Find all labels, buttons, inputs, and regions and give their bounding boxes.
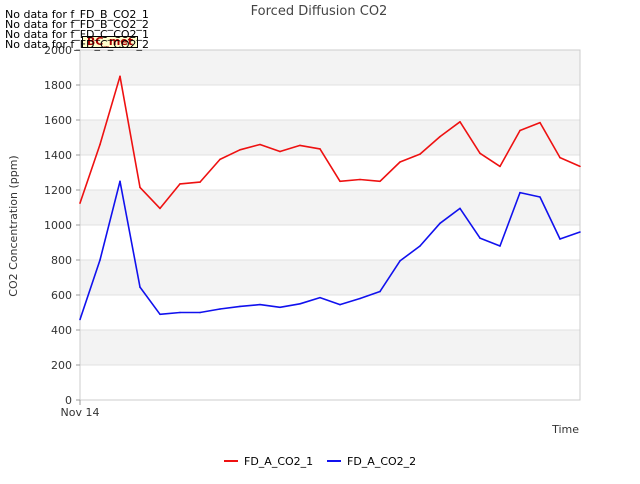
data-point-fd-a-co2-2 xyxy=(479,237,481,239)
data-point-fd-a-co2-1 xyxy=(359,178,361,181)
y-tick-label: 200 xyxy=(51,359,72,372)
y-tick-label: 2000 xyxy=(44,44,72,57)
legend: FD_A_CO2_1 FD_A_CO2_2 xyxy=(224,455,416,468)
data-point-fd-a-co2-1 xyxy=(539,121,541,124)
y-axis: 0 200 400 600 800 1000 1200 1400 1600 1800 2000 xyxy=(44,44,80,407)
data-point-fd-a-co2-1 xyxy=(299,144,301,147)
x-tick-label: Nov 14 xyxy=(61,406,100,419)
data-point-fd-a-co2-2 xyxy=(499,245,501,247)
data-point-fd-a-co2-1 xyxy=(279,150,281,153)
data-point-fd-a-co2-2 xyxy=(79,318,81,321)
data-point-fd-a-co2-1 xyxy=(519,129,521,132)
y-tick-label: 1000 xyxy=(44,219,72,232)
y-tick-label: 400 xyxy=(51,324,72,337)
no-data-message: No data for f_FD_B_CO2_1 xyxy=(5,8,149,21)
data-point-fd-a-co2-1 xyxy=(139,186,141,189)
data-point-fd-a-co2-1 xyxy=(259,143,261,146)
data-point-fd-a-co2-2 xyxy=(139,286,141,288)
series-line-fd-a-co2-2 xyxy=(79,180,581,320)
background-band xyxy=(80,50,580,85)
data-point-fd-a-co2-1 xyxy=(399,161,401,163)
y-tick-label: 1400 xyxy=(44,149,72,162)
data-point-fd-a-co2-2 xyxy=(179,311,181,314)
legend-item[interactable]: FD_A_CO2_2 xyxy=(327,455,416,468)
data-point-fd-a-co2-2 xyxy=(539,196,541,198)
no-data-message: No data for f_FD_C_CO2_2 xyxy=(5,38,150,51)
data-point-fd-a-co2-1 xyxy=(579,165,581,168)
y-axis-label: CO2 Concentration (ppm) xyxy=(7,155,20,296)
data-point-fd-a-co2-1 xyxy=(379,180,381,183)
data-point-fd-a-co2-2 xyxy=(439,222,441,225)
legend-label-fd-a-co2-1: FD_A_CO2_1 xyxy=(244,455,313,468)
data-point-fd-a-co2-1 xyxy=(99,143,101,146)
series-line-fd-a-co2-1 xyxy=(79,75,581,210)
series-lines xyxy=(79,75,581,321)
background-band xyxy=(80,330,580,365)
data-point-fd-a-co2-1 xyxy=(559,156,561,159)
data-point-fd-a-co2-1 xyxy=(79,202,81,204)
data-point-fd-a-co2-2 xyxy=(319,296,321,299)
data-point-fd-a-co2-2 xyxy=(519,191,521,194)
background-band xyxy=(80,190,580,225)
data-point-fd-a-co2-2 xyxy=(379,290,381,293)
data-point-fd-a-co2-1 xyxy=(499,165,501,168)
data-point-fd-a-co2-1 xyxy=(439,135,441,138)
data-point-fd-a-co2-2 xyxy=(339,303,341,306)
data-point-fd-a-co2-2 xyxy=(279,306,281,309)
data-point-fd-a-co2-2 xyxy=(419,245,421,247)
data-point-fd-a-co2-2 xyxy=(399,260,401,262)
data-point-fd-a-co2-2 xyxy=(99,259,101,261)
y-tick-label: 800 xyxy=(51,254,72,267)
x-axis-label: Time xyxy=(551,423,579,436)
data-point-fd-a-co2-2 xyxy=(199,311,201,314)
data-point-fd-a-co2-2 xyxy=(159,313,161,316)
y-tick-label: 1200 xyxy=(44,184,72,197)
data-point-fd-a-co2-1 xyxy=(339,180,341,183)
y-tick-label: 1800 xyxy=(44,79,72,92)
data-point-fd-a-co2-1 xyxy=(459,120,461,123)
bc-met-badge[interactable]: BC_met xyxy=(82,36,138,48)
data-point-fd-a-co2-2 xyxy=(559,238,561,240)
chart-title: Forced Diffusion CO2 xyxy=(251,4,388,19)
data-point-fd-a-co2-2 xyxy=(299,302,301,305)
data-point-fd-a-co2-2 xyxy=(359,297,361,300)
data-point-fd-a-co2-1 xyxy=(159,207,161,210)
no-data-message: No data for f_FD_B_CO2_2 xyxy=(5,18,149,31)
data-point-fd-a-co2-1 xyxy=(179,183,181,185)
data-point-fd-a-co2-1 xyxy=(419,153,421,155)
data-point-fd-a-co2-2 xyxy=(579,231,581,233)
data-point-fd-a-co2-2 xyxy=(219,308,221,310)
data-point-fd-a-co2-2 xyxy=(259,303,261,306)
background-bands xyxy=(80,50,580,365)
legend-item[interactable]: FD_A_CO2_1 xyxy=(224,455,313,468)
no-data-message: No data for f_FD_C_CO2_1 xyxy=(5,28,150,41)
y-tick-label: 600 xyxy=(51,289,72,302)
data-point-fd-a-co2-1 xyxy=(239,148,241,151)
data-point-fd-a-co2-1 xyxy=(219,158,221,161)
background-band xyxy=(80,120,580,155)
data-point-fd-a-co2-2 xyxy=(239,305,241,308)
legend-label-fd-a-co2-2: FD_A_CO2_2 xyxy=(347,455,416,468)
data-point-fd-a-co2-1 xyxy=(319,148,321,150)
data-point-fd-a-co2-1 xyxy=(479,152,481,155)
data-point-fd-a-co2-1 xyxy=(119,75,121,78)
y-tick-label: 1600 xyxy=(44,114,72,127)
data-point-fd-a-co2-2 xyxy=(119,180,121,183)
y-tick-label: 0 xyxy=(65,394,72,407)
data-point-fd-a-co2-2 xyxy=(459,207,461,210)
data-point-fd-a-co2-1 xyxy=(199,181,201,183)
background-band xyxy=(80,260,580,295)
